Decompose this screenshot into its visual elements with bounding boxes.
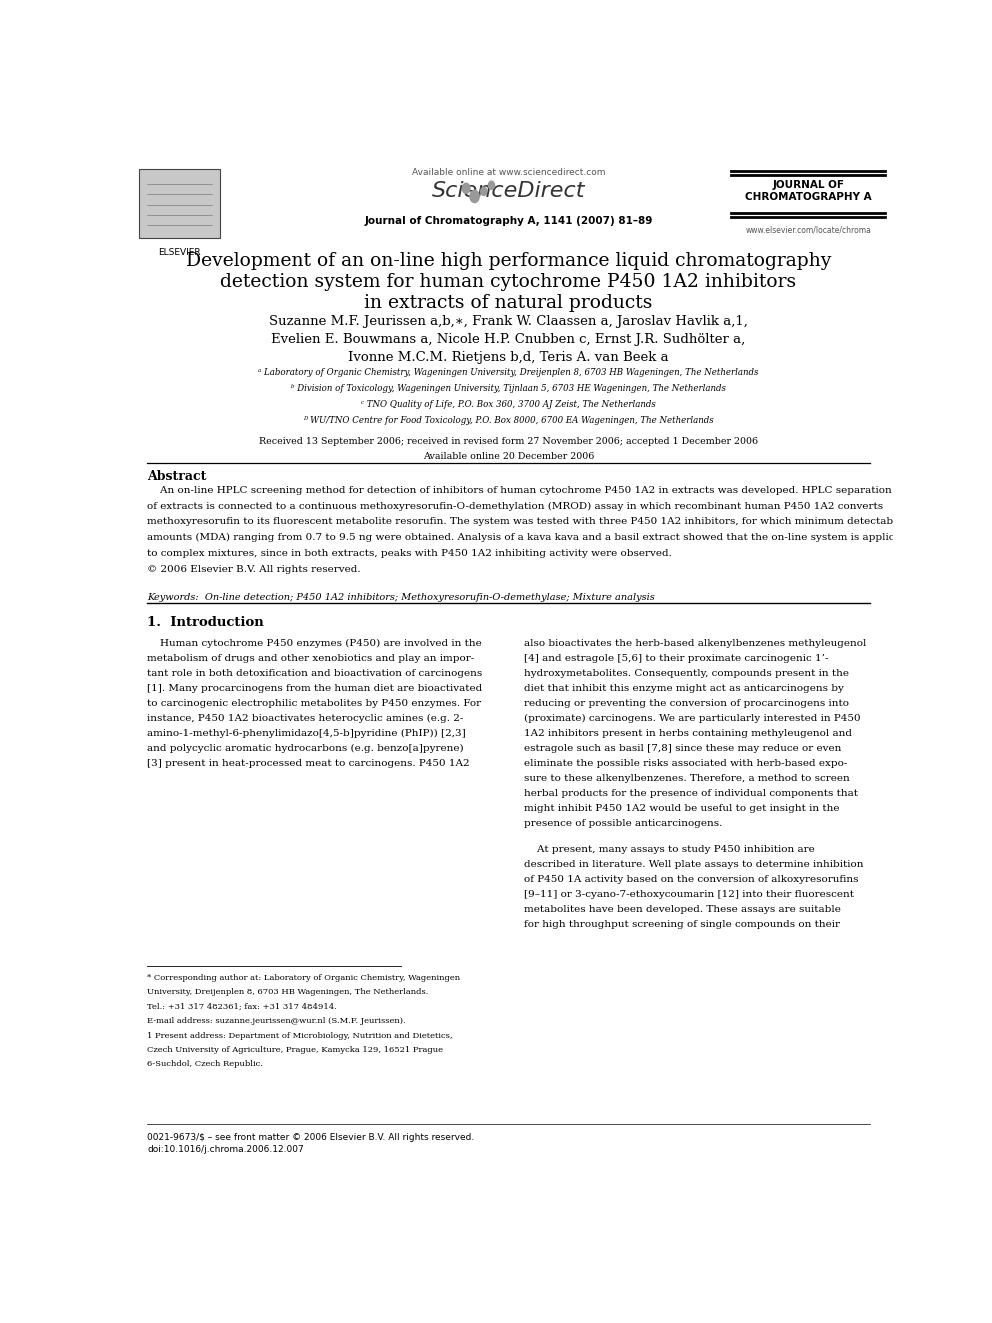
- Text: Czech University of Agriculture, Prague, Kamycka 129, 16521 Prague: Czech University of Agriculture, Prague,…: [147, 1046, 443, 1054]
- Text: amounts (MDA) ranging from 0.7 to 9.5 ng were obtained. Analysis of a kava kava : amounts (MDA) ranging from 0.7 to 9.5 ng…: [147, 533, 917, 542]
- Text: Received 13 September 2006; received in revised form 27 November 2006; accepted : Received 13 September 2006; received in …: [259, 437, 758, 446]
- Text: Evelien E. Bouwmans a, Nicole H.P. Cnubben c, Ernst J.R. Sudhölter a,: Evelien E. Bouwmans a, Nicole H.P. Cnubb…: [271, 333, 746, 345]
- Text: [9–11] or 3-cyano-7-ethoxycoumarin [12] into their fluorescent: [9–11] or 3-cyano-7-ethoxycoumarin [12] …: [524, 890, 854, 900]
- Text: instance, P450 1A2 bioactivates heterocyclic amines (e.g. 2-: instance, P450 1A2 bioactivates heterocy…: [147, 714, 463, 724]
- Text: eliminate the possible risks associated with herb-based expo-: eliminate the possible risks associated …: [524, 759, 847, 769]
- Text: for high throughput screening of single compounds on their: for high throughput screening of single …: [524, 919, 840, 929]
- Text: might inhibit P450 1A2 would be useful to get insight in the: might inhibit P450 1A2 would be useful t…: [524, 804, 839, 814]
- Text: to complex mixtures, since in both extracts, peaks with P450 1A2 inhibiting acti: to complex mixtures, since in both extra…: [147, 549, 672, 558]
- Text: and polycyclic aromatic hydrocarbons (e.g. benzo[a]pyrene): and polycyclic aromatic hydrocarbons (e.…: [147, 744, 463, 753]
- Text: ᴰ WU/TNO Centre for Food Toxicology, P.O. Box 8000, 6700 EA Wageningen, The Neth: ᴰ WU/TNO Centre for Food Toxicology, P.O…: [304, 417, 713, 426]
- Text: ᵇ Division of Toxicology, Wageningen University, Tijnlaan 5, 6703 HE Wageningen,: ᵇ Division of Toxicology, Wageningen Uni…: [291, 384, 726, 393]
- Text: University, Dreijenplen 8, 6703 HB Wageningen, The Netherlands.: University, Dreijenplen 8, 6703 HB Wagen…: [147, 988, 429, 996]
- Text: JOURNAL OF
CHROMATOGRAPHY A: JOURNAL OF CHROMATOGRAPHY A: [745, 180, 872, 201]
- Text: Available online 20 December 2006: Available online 20 December 2006: [423, 452, 594, 462]
- Text: An on-line HPLC screening method for detection of inhibitors of human cytochrome: An on-line HPLC screening method for det…: [147, 486, 892, 495]
- Text: 0021-9673/$ – see front matter © 2006 Elsevier B.V. All rights reserved.: 0021-9673/$ – see front matter © 2006 El…: [147, 1132, 474, 1142]
- Text: tant role in both detoxification and bioactivation of carcinogens: tant role in both detoxification and bio…: [147, 668, 482, 677]
- Text: 1.  Introduction: 1. Introduction: [147, 617, 264, 630]
- Text: amino-1-methyl-6-phenylimidazo[4,5-b]pyridine (PhIP)) [2,3]: amino-1-methyl-6-phenylimidazo[4,5-b]pyr…: [147, 729, 466, 738]
- Text: (proximate) carcinogens. We are particularly interested in P450: (proximate) carcinogens. We are particul…: [524, 714, 860, 724]
- Text: [4] and estragole [5,6] to their proximate carcinogenic 1’-: [4] and estragole [5,6] to their proxima…: [524, 654, 828, 663]
- Text: metabolism of drugs and other xenobiotics and play an impor-: metabolism of drugs and other xenobiotic…: [147, 654, 474, 663]
- Text: Suzanne M.F. Jeurissen a,b,∗, Frank W. Claassen a, Jaroslav Havlik a,1,: Suzanne M.F. Jeurissen a,b,∗, Frank W. C…: [269, 315, 748, 328]
- Text: doi:10.1016/j.chroma.2006.12.007: doi:10.1016/j.chroma.2006.12.007: [147, 1144, 304, 1154]
- Text: www.elsevier.com/locate/chroma: www.elsevier.com/locate/chroma: [745, 226, 871, 235]
- Text: [3] present in heat-processed meat to carcinogens. P450 1A2: [3] present in heat-processed meat to ca…: [147, 759, 469, 769]
- Text: described in literature. Well plate assays to determine inhibition: described in literature. Well plate assa…: [524, 860, 863, 869]
- Text: Keywords:  On-line detection; P450 1A2 inhibitors; Methoxyresorufin-O-demethylas: Keywords: On-line detection; P450 1A2 in…: [147, 593, 655, 602]
- Text: 6-Suchdol, Czech Republic.: 6-Suchdol, Czech Republic.: [147, 1060, 263, 1068]
- Text: reducing or preventing the conversion of procarcinogens into: reducing or preventing the conversion of…: [524, 699, 849, 708]
- Text: methoxyresorufin to its fluorescent metabolite resorufin. The system was tested : methoxyresorufin to its fluorescent meta…: [147, 517, 903, 527]
- Text: [1]. Many procarcinogens from the human diet are bioactivated: [1]. Many procarcinogens from the human …: [147, 684, 482, 693]
- Text: ELSEVIER: ELSEVIER: [158, 249, 200, 258]
- Text: Available online at www.sciencedirect.com: Available online at www.sciencedirect.co…: [412, 168, 605, 177]
- Text: ᵃ Laboratory of Organic Chemistry, Wageningen University, Dreijenplen 8, 6703 HB: ᵃ Laboratory of Organic Chemistry, Wagen…: [258, 368, 759, 377]
- Text: estragole such as basil [7,8] since these may reduce or even: estragole such as basil [7,8] since thes…: [524, 744, 841, 753]
- Text: diet that inhibit this enzyme might act as anticarcinogens by: diet that inhibit this enzyme might act …: [524, 684, 843, 693]
- Text: 1 Present address: Department of Microbiology, Nutrition and Dietetics,: 1 Present address: Department of Microbi…: [147, 1032, 452, 1040]
- Text: Development of an on-line high performance liquid chromatography
detection syste: Development of an on-line high performan…: [186, 253, 831, 312]
- Text: to carcinogenic electrophilic metabolites by P450 enzymes. For: to carcinogenic electrophilic metabolite…: [147, 699, 481, 708]
- Text: ᶜ TNO Quality of Life, P.O. Box 360, 3700 AJ Zeist, The Netherlands: ᶜ TNO Quality of Life, P.O. Box 360, 370…: [361, 400, 656, 409]
- Text: Abstract: Abstract: [147, 471, 206, 483]
- FancyBboxPatch shape: [139, 169, 220, 238]
- Text: At present, many assays to study P450 inhibition are: At present, many assays to study P450 in…: [524, 845, 814, 853]
- Text: Ivonne M.C.M. Rietjens b,d, Teris A. van Beek a: Ivonne M.C.M. Rietjens b,d, Teris A. van…: [348, 352, 669, 364]
- Circle shape: [470, 191, 479, 202]
- Text: hydroxymetabolites. Consequently, compounds present in the: hydroxymetabolites. Consequently, compou…: [524, 668, 849, 677]
- Text: Human cytochrome P450 enzymes (P450) are involved in the: Human cytochrome P450 enzymes (P450) are…: [147, 639, 482, 648]
- Circle shape: [488, 181, 495, 189]
- Text: © 2006 Elsevier B.V. All rights reserved.: © 2006 Elsevier B.V. All rights reserved…: [147, 565, 361, 574]
- Text: E-mail address: suzanne.jeurissen@wur.nl (S.M.F. Jeurissen).: E-mail address: suzanne.jeurissen@wur.nl…: [147, 1016, 406, 1024]
- Text: also bioactivates the herb-based alkenylbenzenes methyleugenol: also bioactivates the herb-based alkenyl…: [524, 639, 866, 647]
- Text: Tel.: +31 317 482361; fax: +31 317 484914.: Tel.: +31 317 482361; fax: +31 317 48491…: [147, 1003, 337, 1011]
- Text: Journal of Chromatography A, 1141 (2007) 81–89: Journal of Chromatography A, 1141 (2007)…: [364, 216, 653, 226]
- Circle shape: [481, 188, 487, 196]
- Circle shape: [462, 183, 470, 193]
- Text: of extracts is connected to a continuous methoxyresorufin-O-demethylation (MROD): of extracts is connected to a continuous…: [147, 501, 883, 511]
- Text: 1A2 inhibitors present in herbs containing methyleugenol and: 1A2 inhibitors present in herbs containi…: [524, 729, 852, 738]
- Text: sure to these alkenylbenzenes. Therefore, a method to screen: sure to these alkenylbenzenes. Therefore…: [524, 774, 849, 783]
- Text: ScienceDirect: ScienceDirect: [432, 181, 585, 201]
- Text: metabolites have been developed. These assays are suitable: metabolites have been developed. These a…: [524, 905, 840, 914]
- Text: of P450 1A activity based on the conversion of alkoxyresorufins: of P450 1A activity based on the convers…: [524, 875, 858, 884]
- Text: herbal products for the presence of individual components that: herbal products for the presence of indi…: [524, 790, 858, 798]
- Text: * Corresponding author at: Laboratory of Organic Chemistry, Wageningen: * Corresponding author at: Laboratory of…: [147, 974, 460, 982]
- Text: presence of possible anticarcinogens.: presence of possible anticarcinogens.: [524, 819, 722, 828]
